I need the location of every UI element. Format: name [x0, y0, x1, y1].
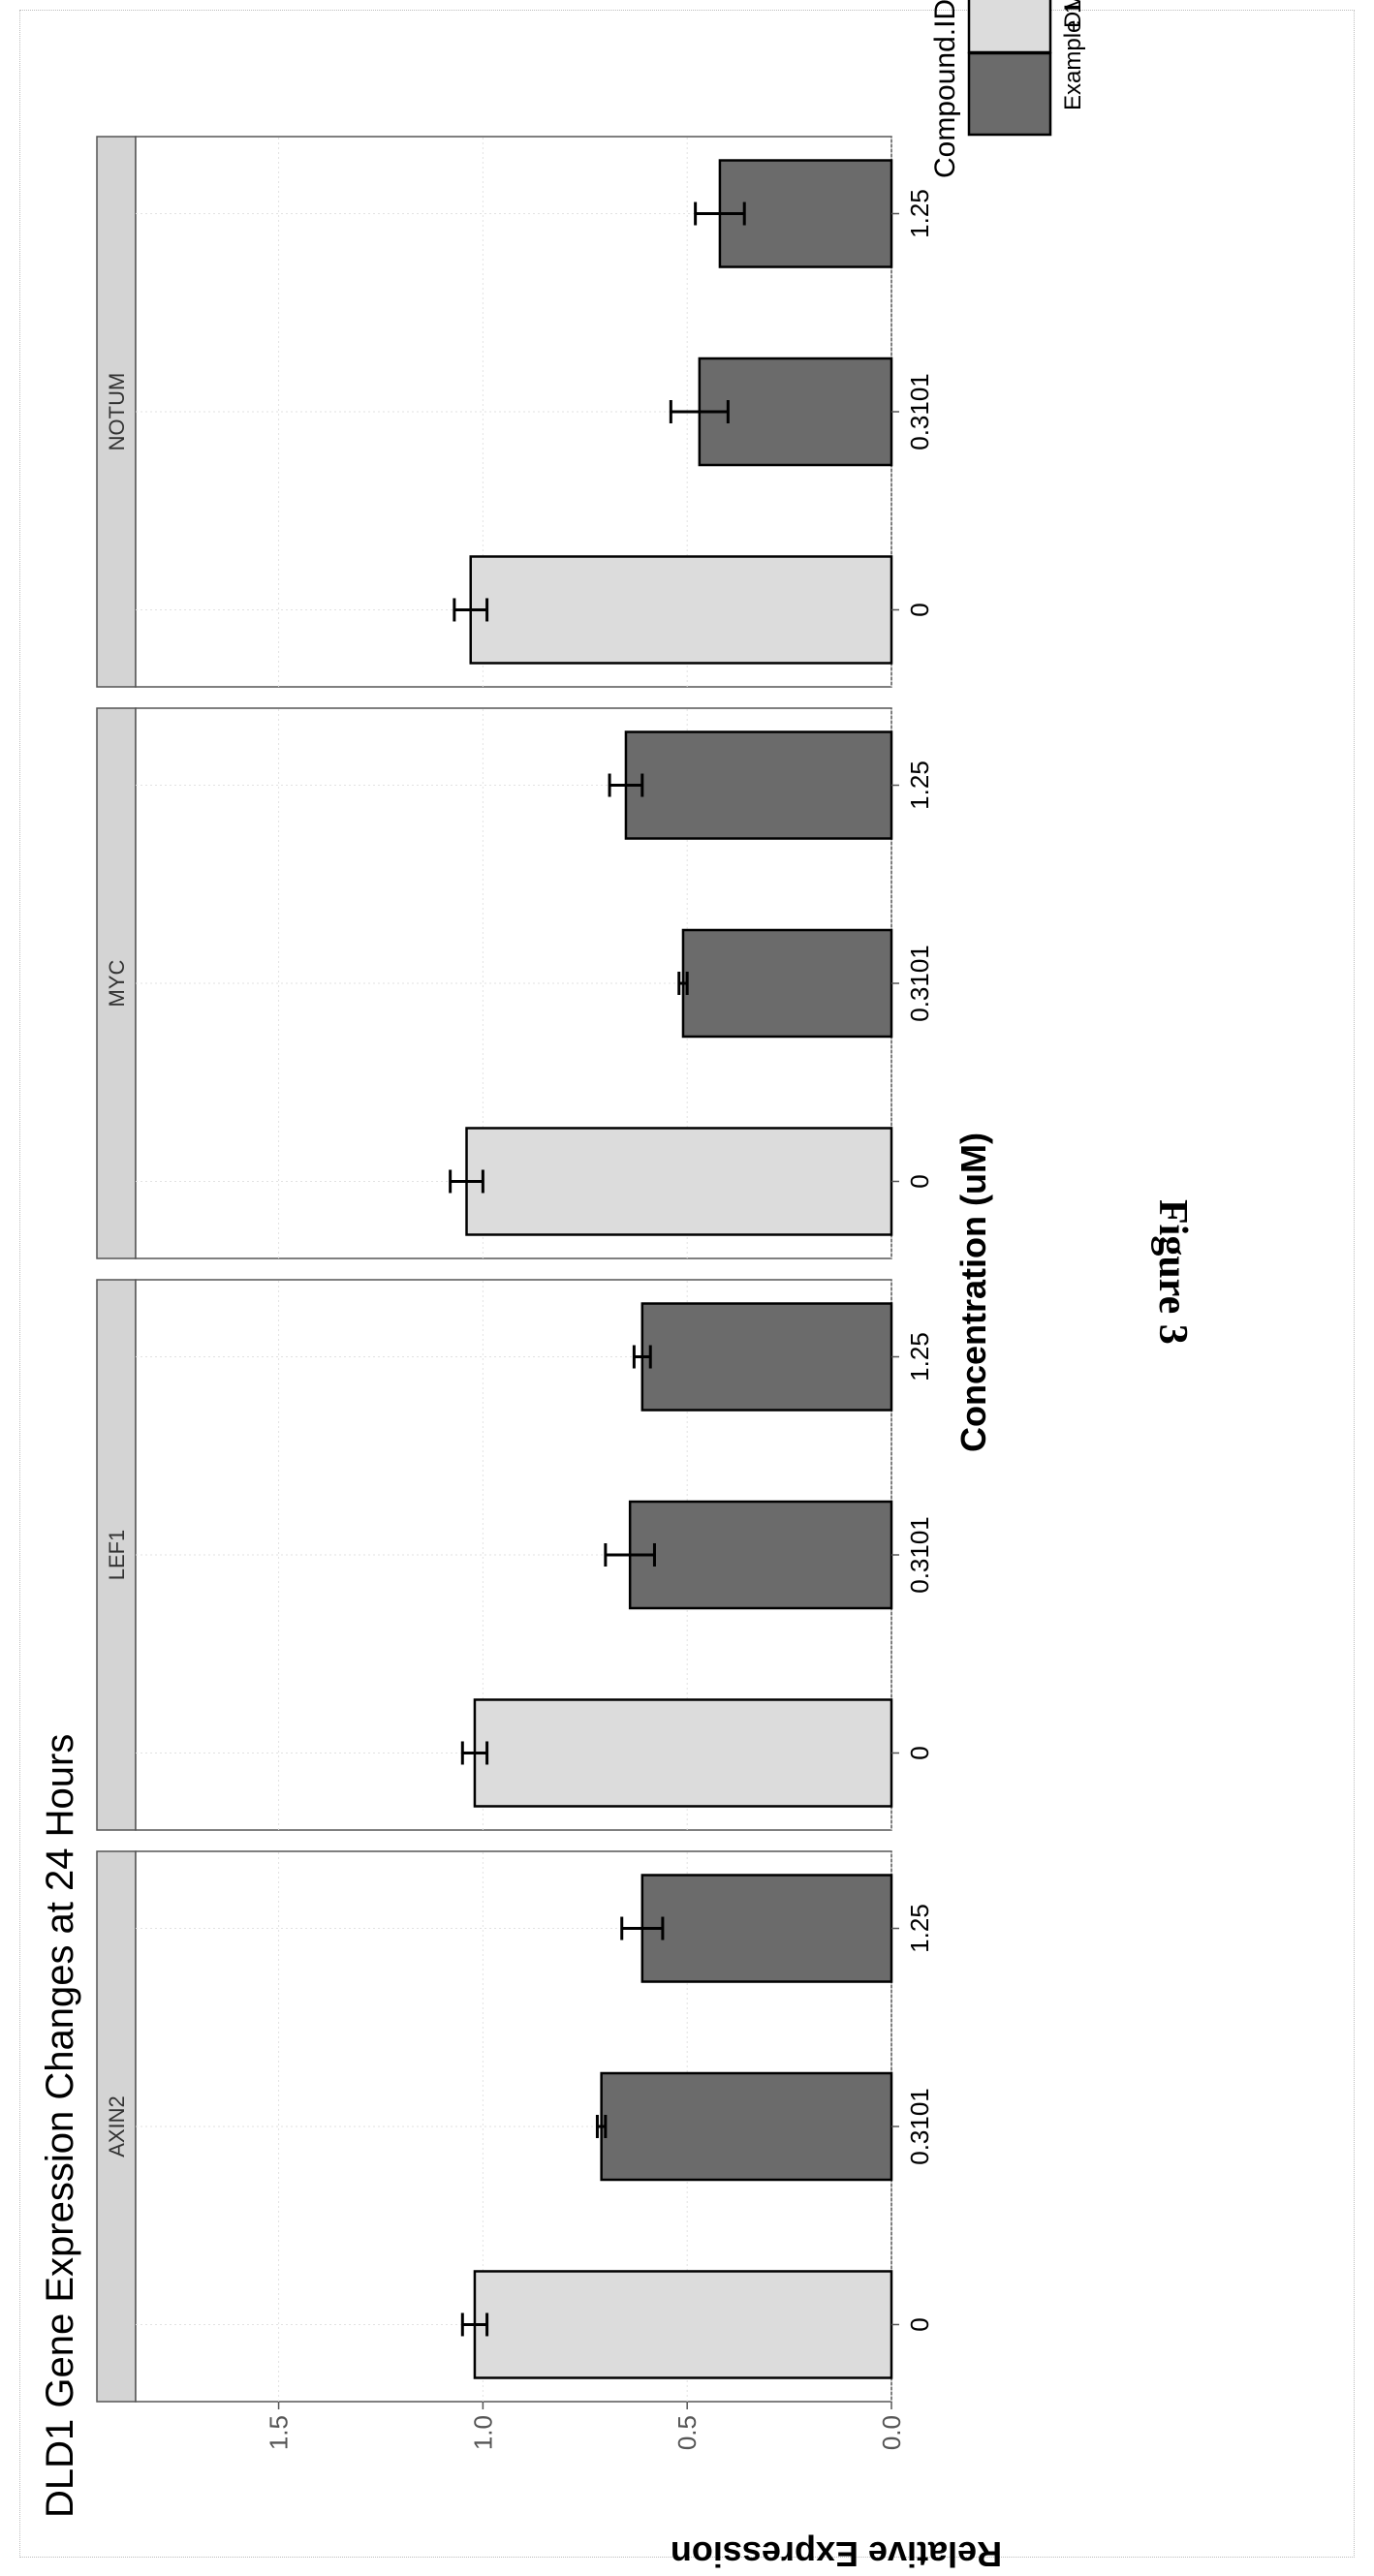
legend-key — [967, 0, 1052, 54]
bar-axin2-0 — [473, 2270, 893, 2379]
y-axis: 0.0 0.5 1.0 1.5 — [265, 2402, 906, 2450]
x-tick-label: 0.3101 — [905, 373, 934, 450]
x-tick-label: 1.25 — [905, 1332, 934, 1381]
y-tick-label: 1.5 — [265, 2415, 294, 2450]
x-tick-label: 0.3101 — [905, 1516, 934, 1594]
x-tick-label: 1.25 — [905, 189, 934, 238]
facet-strip-label: MYC — [105, 959, 129, 1007]
y-tick-label: 1.0 — [468, 2415, 497, 2450]
x-tick-label: 0 — [905, 2317, 934, 2331]
x-axis-label: Concentration (uM) — [953, 1133, 993, 1452]
x-tick-label: 1.25 — [905, 1904, 934, 1953]
facet-panels: AXIN2 0 0.3101 1.25 LEF1 0 0.3101 1.25 MYC 0 0.310… — [96, 136, 934, 2403]
x-tick-label: 0.3101 — [905, 2088, 934, 2165]
bar-axin2-1 — [600, 2071, 893, 2182]
bar-lef1-1 — [628, 1500, 893, 1610]
bar-myc-0 — [465, 1127, 893, 1236]
x-tick-label: 0 — [905, 1746, 934, 1759]
legend: Compound.ID Example 1DMSO — [929, 0, 1086, 178]
facet-strip-label: LEF1 — [105, 1530, 129, 1581]
legend-key — [967, 51, 1052, 137]
y-tick-label: 0.0 — [877, 2415, 906, 2450]
figure-caption: Figure 3 — [1150, 1199, 1195, 1345]
x-tick-label: 0 — [905, 1174, 934, 1188]
bar-lef1-2 — [640, 1302, 893, 1412]
bar-myc-2 — [624, 730, 893, 840]
y-axis-label: Relative Expression — [671, 2534, 1002, 2574]
bar-notum-0 — [469, 555, 893, 665]
bar-lef1-0 — [473, 1698, 893, 1808]
legend-title: Compound.ID — [929, 0, 961, 178]
legend-label: DMSO — [1060, 0, 1086, 28]
facet-strip-label: NOTUM — [105, 373, 129, 451]
facet-lef1: LEF1 0 0.3101 1.25 — [96, 1279, 934, 1831]
facet-strip-label: AXIN2 — [105, 2095, 129, 2157]
y-tick-label: 0.5 — [672, 2415, 702, 2450]
facet-axin2: AXIN2 0 0.3101 1.25 — [96, 1850, 934, 2403]
facet-notum: NOTUM 0 0.3101 1.25 — [96, 136, 934, 688]
bar-myc-1 — [681, 928, 893, 1039]
page-frame — [19, 10, 1355, 2558]
bar-axin2-2 — [640, 1874, 893, 1983]
x-tick-label: 1.25 — [905, 760, 934, 810]
x-tick-label: 0 — [905, 603, 934, 616]
chart-title: DLD1 Gene Expression Changes at 24 Hours — [39, 1734, 81, 2518]
facet-myc: MYC 0 0.3101 1.25 — [96, 707, 934, 1259]
legend-label: Example 1 — [1060, 1, 1086, 110]
x-tick-label: 0.3101 — [905, 945, 934, 1022]
